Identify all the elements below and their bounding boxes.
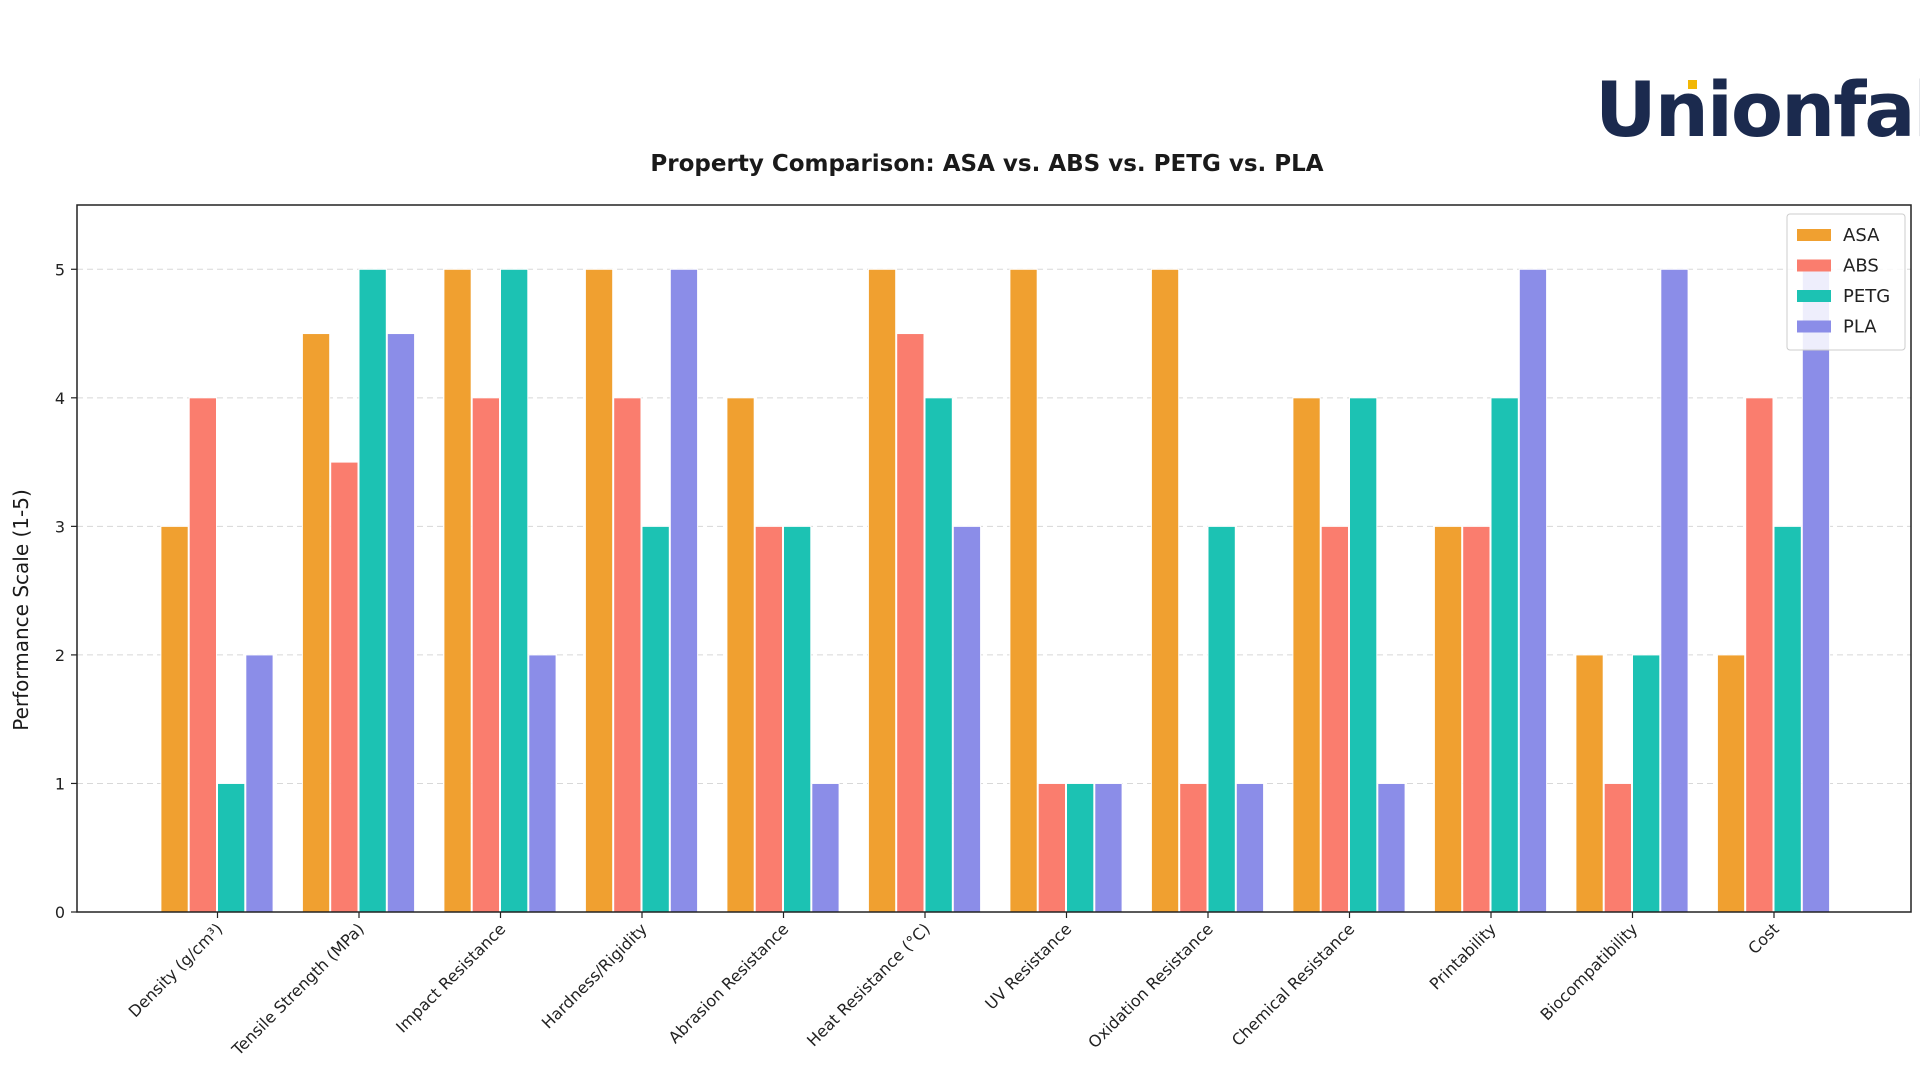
- bars: [160, 268, 1831, 913]
- bar-petg: [1207, 525, 1236, 913]
- x-tick-label: Printability: [1426, 919, 1500, 993]
- x-tick-label: Tensile Strength (MPa): [227, 919, 367, 1059]
- brand-logo-accent-dot: [1688, 80, 1697, 89]
- x-tick-label: Oxidation Resistance: [1084, 919, 1217, 1052]
- bar-petg: [1773, 525, 1802, 913]
- x-tick-label: Abrasion Resistance: [665, 919, 793, 1047]
- bar-asa: [1009, 268, 1038, 913]
- bar-abs: [754, 525, 784, 913]
- y-tick-label: 5: [55, 260, 65, 279]
- legend-swatch-petg: [1797, 290, 1831, 302]
- bar-petg: [500, 268, 529, 913]
- x-tick-label: Chemical Resistance: [1228, 919, 1358, 1049]
- bar-asa: [584, 268, 614, 913]
- y-axis-ticks: 0 1 2 3 4 5: [55, 260, 77, 922]
- bar-petg: [1490, 397, 1519, 913]
- bar-pla: [1094, 782, 1123, 913]
- y-tick-label: 1: [55, 774, 65, 793]
- legend: ASA ABS PETG PLA: [1786, 213, 1906, 351]
- y-axis-label: Performance Scale (1-5): [9, 489, 33, 731]
- bar-pla: [1518, 268, 1548, 913]
- bar-asa: [1292, 397, 1321, 913]
- bar-pla: [952, 525, 982, 913]
- bar-pla: [528, 654, 557, 913]
- x-tick-label: UV Resistance: [981, 919, 1075, 1013]
- x-tick-label: Biocompatibility: [1536, 919, 1641, 1024]
- bar-pla: [1801, 268, 1831, 913]
- y-tick-label: 4: [55, 389, 65, 408]
- x-tick-label: Impact Resistance: [392, 919, 509, 1036]
- bar-asa: [301, 333, 331, 913]
- bar-pla: [811, 782, 840, 913]
- bar-abs: [188, 397, 217, 913]
- x-tick-label: Density (g/cm³): [125, 919, 227, 1021]
- bar-asa: [867, 268, 897, 913]
- bar-petg: [1632, 654, 1661, 913]
- bar-pla: [245, 654, 274, 913]
- bar-pla: [1235, 782, 1265, 913]
- bar-abs: [1462, 525, 1491, 913]
- bar-pla: [1377, 782, 1406, 913]
- bar-petg: [217, 782, 246, 913]
- bar-abs: [1320, 525, 1349, 913]
- bar-petg: [641, 525, 670, 913]
- x-tick-label: Cost: [1744, 919, 1783, 958]
- legend-swatch-asa: [1797, 229, 1831, 241]
- y-tick-label: 0: [55, 903, 65, 922]
- legend-swatch-abs: [1797, 259, 1831, 272]
- bar-abs: [471, 397, 501, 913]
- bar-petg: [924, 397, 953, 913]
- x-axis-ticks: Density (g/cm³) Tensile Strength (MPa) Imp…: [125, 912, 1783, 1060]
- y-tick-label: 2: [55, 646, 65, 665]
- axes: [76, 204, 1912, 913]
- x-tick-label: Heat Resistance (°C): [803, 919, 934, 1050]
- bar-abs: [1179, 782, 1208, 913]
- bar-petg: [1066, 782, 1095, 913]
- bar-abs: [896, 333, 925, 913]
- bar-asa: [443, 268, 472, 913]
- legend-label-asa: ASA: [1843, 225, 1880, 246]
- chart-title: Property Comparison: ASA vs. ABS vs. PET…: [650, 151, 1323, 177]
- bar-asa: [726, 397, 755, 913]
- legend-label-petg: PETG: [1843, 286, 1890, 307]
- bar-asa: [160, 525, 189, 913]
- legend-label-pla: PLA: [1843, 317, 1877, 338]
- bar-abs: [1037, 782, 1066, 913]
- bar-petg: [358, 268, 387, 913]
- bar-asa: [1433, 525, 1463, 913]
- plot-frame: [76, 204, 1912, 913]
- bar-pla: [386, 333, 416, 913]
- bar-asa: [1575, 654, 1604, 913]
- legend-box: [1786, 213, 1906, 351]
- bar-petg: [783, 525, 812, 913]
- legend-swatch-pla: [1797, 320, 1831, 333]
- x-tick-label: Hardness/Rigidity: [538, 919, 651, 1032]
- bar-asa: [1150, 268, 1180, 913]
- bar-abs: [330, 461, 359, 913]
- bar-pla: [1660, 268, 1689, 913]
- bar-abs: [613, 397, 642, 913]
- bar-abs: [1745, 397, 1774, 913]
- brand-logo: Unionfab: [1595, 65, 1920, 154]
- legend-label-abs: ABS: [1843, 256, 1879, 277]
- bar-asa: [1716, 654, 1746, 913]
- bar-pla: [669, 268, 699, 913]
- brand-logo-text: Unionfab: [1595, 65, 1920, 154]
- bar-abs: [1603, 782, 1632, 913]
- y-tick-label: 3: [55, 517, 65, 536]
- bar-petg: [1349, 397, 1378, 913]
